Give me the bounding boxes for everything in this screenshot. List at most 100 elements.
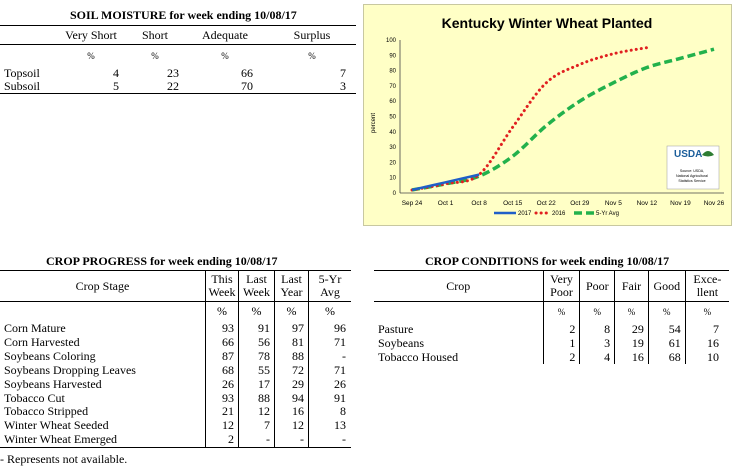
usda-logo: USDA Source: USDA, National Agricultural… xyxy=(666,145,720,190)
header-last-year: Last Year xyxy=(274,270,309,302)
cell-value: 68 xyxy=(647,350,686,364)
y-tick-label: 20 xyxy=(389,160,396,166)
table-row: Soybeans Coloring 87 78 88- xyxy=(0,349,351,364)
table-row: Corn Harvested 66 56 81 71 xyxy=(0,334,351,350)
x-tick-label: Sep 24 xyxy=(402,200,423,207)
cell-value: 88 xyxy=(274,349,309,364)
row-label: Soybeans Harvested xyxy=(4,376,102,391)
cell-value: 81 xyxy=(274,335,309,350)
unit-label: % xyxy=(614,301,649,322)
cell-value: 72 xyxy=(274,363,309,378)
source-line-3: Statistics Service xyxy=(678,179,705,183)
cell-value: 88 xyxy=(238,391,275,406)
row-label: Winter Wheat Emerged xyxy=(4,432,118,447)
header-very-poor: Very Poor xyxy=(542,270,580,302)
cell-value: 3 xyxy=(340,79,346,93)
table-row: Tobacco Stripped 21 12 16 8 xyxy=(0,404,351,420)
legend-label: 2016 xyxy=(552,211,566,217)
header-crop: Crop xyxy=(446,278,471,293)
row-label: Tobacco Stripped xyxy=(4,404,89,419)
header-fair: Fair xyxy=(614,270,649,302)
x-tick-label: Oct 22 xyxy=(537,200,557,207)
series-line-2017 xyxy=(411,173,480,192)
table-row: Winter Wheat Emerged 2- - - xyxy=(0,432,351,448)
usda-logo-text: USDA xyxy=(674,149,702,160)
cell-value: 12 xyxy=(238,405,275,420)
cell-value: 4 xyxy=(579,350,615,364)
soil-moisture-title: SOIL MOISTURE for week ending 10/08/17 xyxy=(70,8,297,22)
y-tick-label: 40 xyxy=(389,130,396,136)
cell-value: 26 xyxy=(308,377,351,392)
table-row: Topsoil 4 23 66 7 xyxy=(0,67,356,80)
soil-col-very-short: Very Short xyxy=(65,27,117,42)
table-row: Corn Mature 93 91 97 96 xyxy=(0,321,351,336)
x-tick-label: Oct 29 xyxy=(570,200,590,207)
cell-value: 66 xyxy=(241,66,253,80)
y-tick-label: 30 xyxy=(389,145,396,151)
cell-value: 22 xyxy=(167,79,179,93)
table-row: Pasture 2 8 29 54 7 xyxy=(374,322,729,336)
y-axis-label: percent xyxy=(371,113,377,133)
cell-value: 78 xyxy=(238,349,275,364)
cell-value: 93 xyxy=(205,321,239,336)
cell-value: 1 xyxy=(542,336,580,350)
series-line-2016 xyxy=(410,46,649,192)
cell-value: 70 xyxy=(241,79,253,93)
y-tick-label: 50 xyxy=(389,115,396,121)
table-row: Soybeans Harvested 26 17 29 26 xyxy=(0,376,351,392)
header-crop-stage: Crop Stage xyxy=(75,278,130,293)
header-poor: Poor xyxy=(579,270,615,302)
unit-label: % xyxy=(274,301,309,322)
table-row: Tobacco Cut 93 88 94 91 xyxy=(0,390,351,406)
cell-value: 91 xyxy=(308,391,351,406)
cell-value: 7 xyxy=(340,66,346,80)
crop-conditions-title: CROP CONDITIONS for week ending 10/08/17 xyxy=(425,254,670,268)
cell-value: 21 xyxy=(205,405,239,420)
unit-label: % xyxy=(308,50,316,61)
cell-value: 96 xyxy=(308,321,351,336)
legend-label: 5-Yr Avg xyxy=(596,211,619,217)
soil-col-short: Short xyxy=(141,27,168,42)
header-5yr-avg: 5-Yr Avg xyxy=(308,270,351,302)
cell-value: 5 xyxy=(113,79,119,93)
y-tick-label: 10 xyxy=(389,176,396,182)
y-tick-label: 90 xyxy=(389,53,396,59)
cell-value: 29 xyxy=(274,377,309,392)
unit-label: % xyxy=(87,50,95,61)
cell-value: 2 xyxy=(542,350,580,364)
unit-label: % xyxy=(221,50,229,61)
chart-canvas: Kentucky Winter Wheat Planted percent 0 1… xyxy=(371,15,725,217)
cell-value: 94 xyxy=(274,391,309,406)
soil-header-blank xyxy=(0,26,54,45)
soil-col-surplus: Surplus xyxy=(293,27,331,42)
cell-value: 91 xyxy=(238,321,275,336)
wheat-planted-chart: Kentucky Winter Wheat Planted percent 0 1… xyxy=(363,4,732,226)
cell-value: 17 xyxy=(238,377,275,392)
x-tick-label: Nov 26 xyxy=(704,200,725,207)
y-tick-label: 60 xyxy=(389,99,396,105)
cell-value: 26 xyxy=(205,377,239,392)
cell-value: 66 xyxy=(205,335,239,350)
table-row: Soybeans 1 3 19 61 16 xyxy=(374,336,729,350)
row-label: Corn Harvested xyxy=(4,334,80,349)
cell-value: 13 xyxy=(308,418,351,434)
table-row: Winter Wheat Seeded 12 7 12 13 xyxy=(0,418,351,434)
row-label: Subsoil xyxy=(4,79,41,93)
unit-label: % xyxy=(579,301,615,322)
cell-value: 23 xyxy=(167,66,179,80)
row-label: Tobacco Cut xyxy=(4,390,65,405)
unit-label: % xyxy=(647,301,686,322)
chart-series xyxy=(410,46,715,192)
cell-value: 29 xyxy=(614,322,649,336)
row-label: Topsoil xyxy=(4,66,40,80)
footnote: - Represents not available. xyxy=(0,452,128,466)
row-label: Soybeans xyxy=(378,336,424,350)
soil-moisture-table: Very Short Short Adequate Surplus % % % … xyxy=(0,25,356,94)
cell-value: 71 xyxy=(308,335,351,350)
cell-value: - xyxy=(238,432,275,448)
cell-value: 61 xyxy=(647,336,686,350)
cell-value: 16 xyxy=(684,336,729,350)
cell-value: 12 xyxy=(274,418,309,434)
unit-label: % xyxy=(308,301,351,322)
row-label: Soybeans Dropping Leaves xyxy=(4,362,136,377)
